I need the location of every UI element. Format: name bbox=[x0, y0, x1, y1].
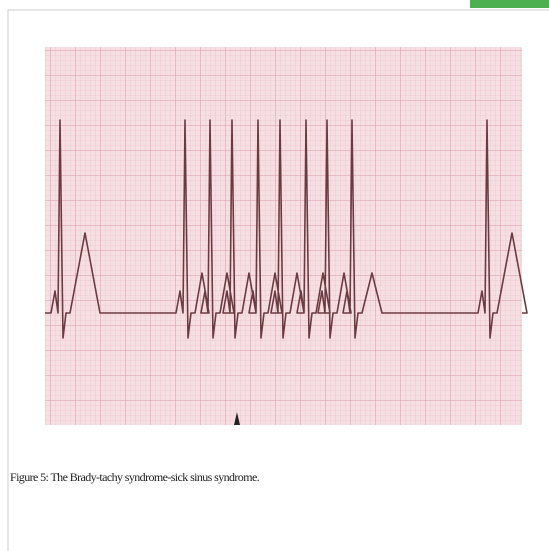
ecg-grid bbox=[45, 47, 522, 425]
figure-image bbox=[0, 0, 549, 551]
tab bbox=[470, 0, 549, 8]
page: Figure 5: The Brady-tachy syndrome-sick … bbox=[0, 0, 549, 551]
figure-caption: Figure 5: The Brady-tachy syndrome-sick … bbox=[10, 470, 259, 485]
